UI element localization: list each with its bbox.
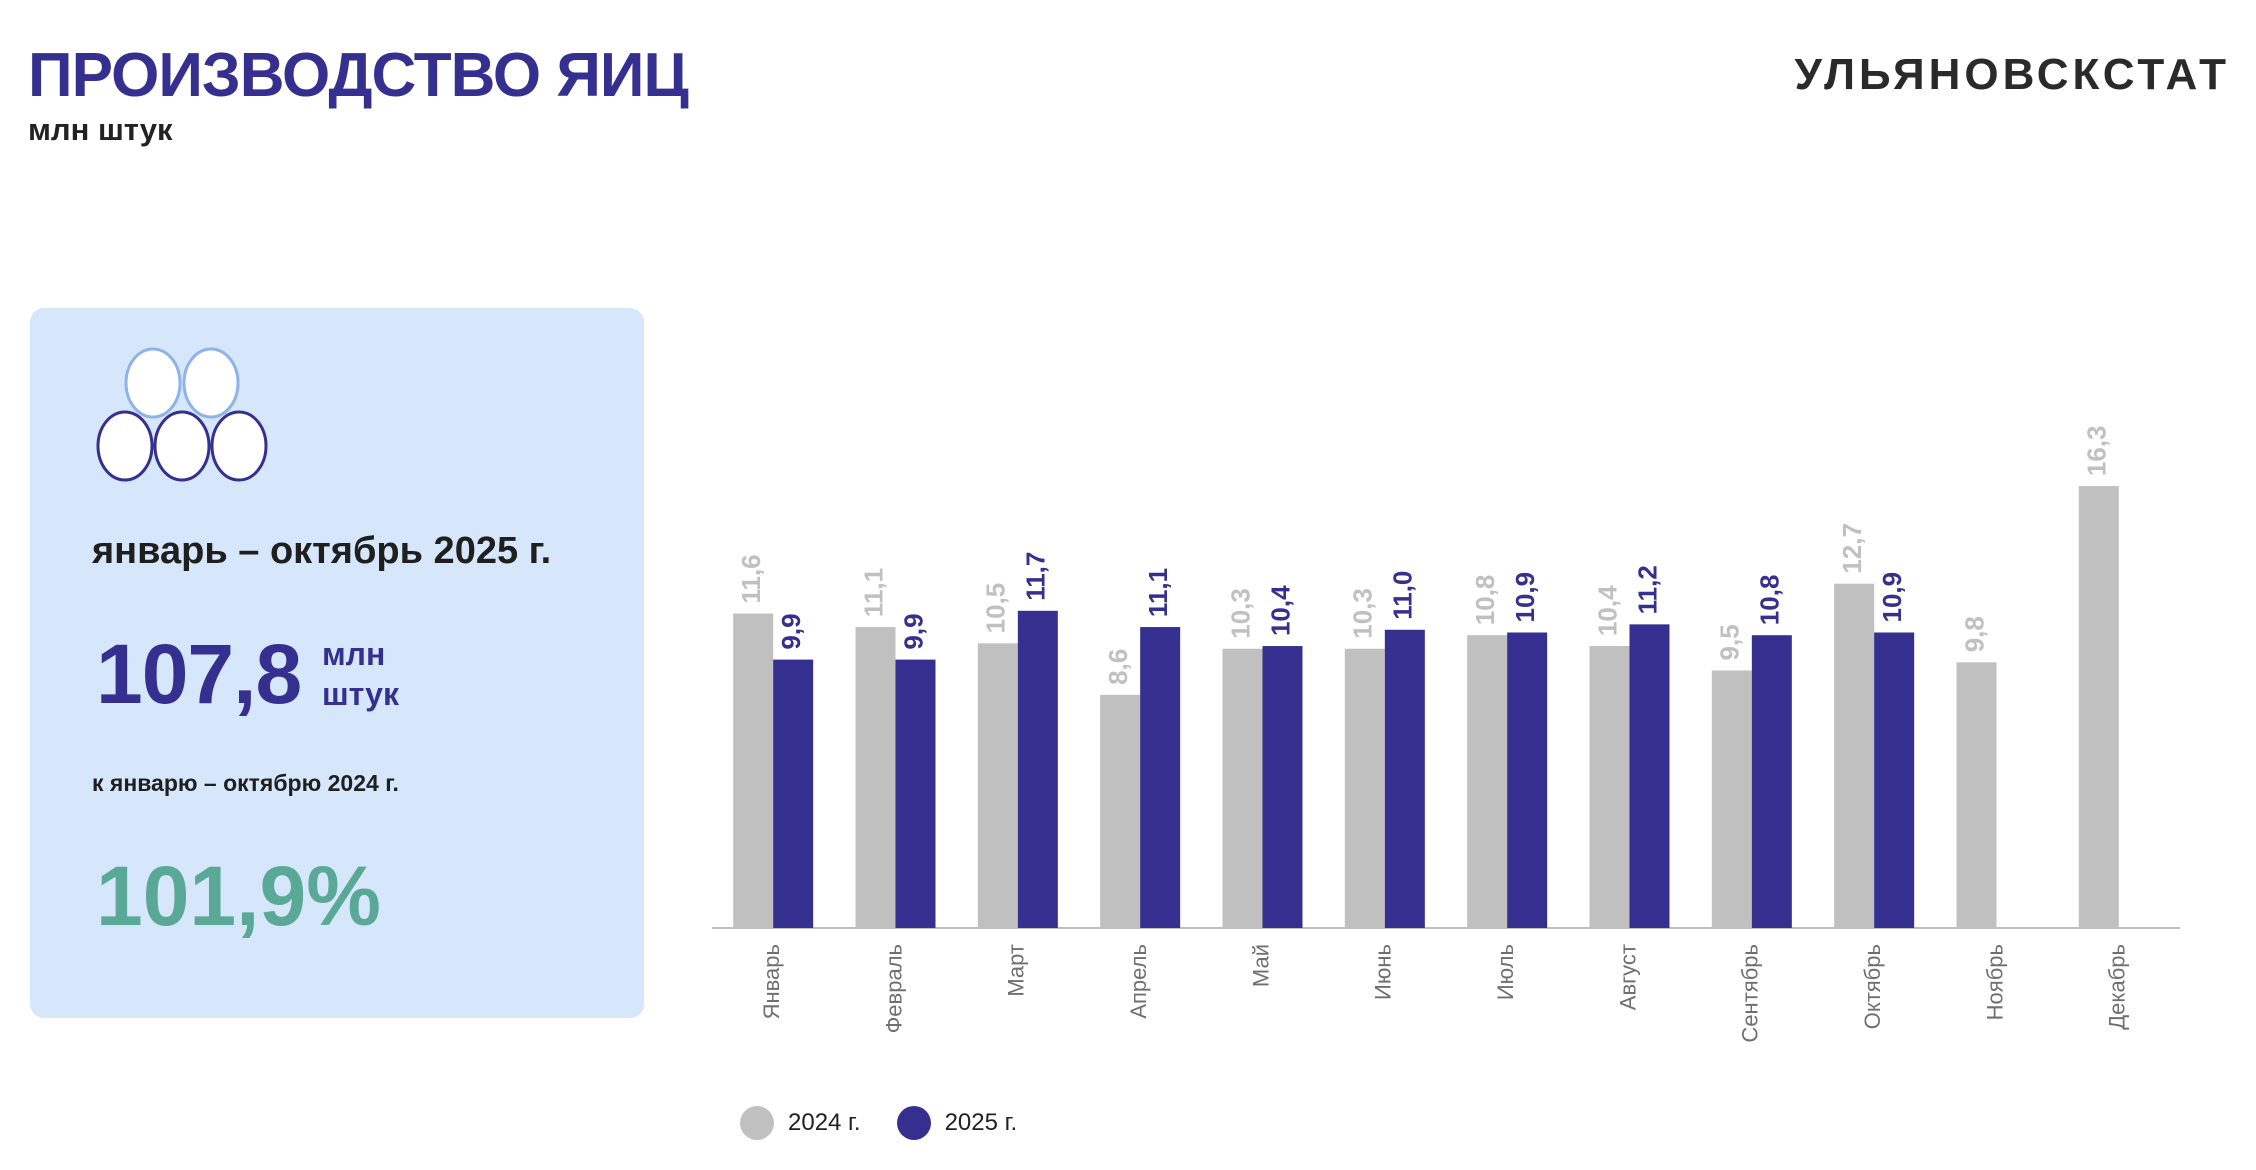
data-label-2025-1: 9,9 <box>776 613 806 649</box>
data-label-2024-6: 10,3 <box>1348 588 1378 639</box>
page-title: ПРОИЗВОДСТВО ЯИЦ <box>28 41 689 110</box>
bar-2024-11 <box>1956 662 1997 928</box>
legend-swatch-2025 <box>896 1106 931 1140</box>
x-tick-label-4: Апрель <box>1126 944 1151 1019</box>
data-label-2025-5: 10,4 <box>1265 585 1295 636</box>
bar-2024-7 <box>1467 635 1508 928</box>
x-tick-label-10: Октябрь <box>1860 944 1885 1029</box>
bar-2024-6 <box>1344 648 1385 928</box>
data-label-2025-2: 9,9 <box>898 613 928 649</box>
bar-chart: 11,6 9,9 Январь 11,1 9,9 Февраль 10,5 11,7 Март 8… <box>712 425 2180 1043</box>
summary-comparison-label: к январю – октябрю 2024 г. <box>92 770 399 796</box>
summary-percent: 101,9% <box>96 849 381 943</box>
bar-2025-1 <box>773 659 814 928</box>
page-subtitle: млн штук <box>28 112 173 147</box>
bar-2025-7 <box>1507 632 1548 928</box>
data-label-2024-11: 9,8 <box>1959 616 1989 652</box>
data-label-2024-5: 10,3 <box>1225 588 1255 639</box>
x-tick-label-12: Декабрь <box>2105 944 2130 1030</box>
data-label-2024-10: 12,7 <box>1837 523 1867 574</box>
bar-2024-3 <box>977 643 1018 928</box>
x-tick-label-8: Август <box>1615 944 1640 1010</box>
data-label-2025-8: 11,2 <box>1632 565 1662 614</box>
data-label-2025-3: 11,7 <box>1021 552 1051 601</box>
bar-2025-4 <box>1140 627 1181 928</box>
x-tick-label-1: Январь <box>759 944 784 1019</box>
bar-2024-9 <box>1711 670 1752 928</box>
data-label-2024-3: 10,5 <box>981 583 1011 634</box>
eggs-icon <box>96 347 268 482</box>
x-tick-label-5: Май <box>1248 944 1273 987</box>
bar-2024-1 <box>733 613 774 928</box>
summary-card: январь – октябрь 2025 г. 107,8 млн штук … <box>30 308 644 1018</box>
data-label-2024-7: 10,8 <box>1470 575 1500 626</box>
data-label-2025-6: 11,0 <box>1388 571 1418 620</box>
bar-2025-2 <box>895 659 936 928</box>
bar-2024-12 <box>2078 486 2119 928</box>
bar-2024-8 <box>1589 646 1630 928</box>
x-tick-label-6: Июнь <box>1371 944 1396 1000</box>
x-tick-label-9: Сентябрь <box>1738 944 1763 1043</box>
x-tick-label-3: Март <box>1004 944 1029 997</box>
summary-period: январь – октябрь 2025 г. <box>92 530 552 572</box>
data-label-2025-7: 10,9 <box>1510 572 1540 623</box>
brand-logo: УЛЬЯНОВСКСТАТ <box>1794 50 2230 99</box>
bar-2025-9 <box>1751 635 1792 928</box>
legend-item-2024: 2024 г. <box>740 1106 861 1140</box>
data-label-2024-12: 16,3 <box>2082 425 2112 476</box>
bar-2024-5 <box>1222 648 1263 928</box>
summary-unit: млн штук <box>322 636 399 712</box>
bar-2024-2 <box>855 627 896 928</box>
bar-2024-4 <box>1100 694 1141 928</box>
chart-legend: 2024 г. 2025 г. <box>740 1106 1053 1140</box>
legend-swatch-2024 <box>740 1106 774 1140</box>
x-tick-label-7: Июль <box>1493 944 1518 1000</box>
data-label-2025-9: 10,8 <box>1755 575 1785 626</box>
bar-2025-5 <box>1262 646 1303 928</box>
legend-item-2025: 2025 г. <box>896 1106 1018 1140</box>
data-label-2024-9: 9,5 <box>1715 624 1745 660</box>
legend-label-2025: 2025 г. <box>944 1109 1018 1136</box>
summary-value: 107,8 <box>96 627 302 721</box>
data-label-2025-4: 11,1 <box>1143 568 1173 617</box>
legend-label-2024: 2024 г. <box>788 1109 861 1136</box>
bar-2025-10 <box>1874 632 1915 928</box>
data-label-2024-1: 11,6 <box>736 554 766 603</box>
bar-2025-6 <box>1384 629 1425 928</box>
data-label-2024-8: 10,4 <box>1592 585 1622 636</box>
bar-2025-3 <box>1017 610 1058 928</box>
x-tick-label-2: Февраль <box>881 944 906 1033</box>
data-label-2025-10: 10,9 <box>1877 572 1907 623</box>
x-tick-label-11: Ноябрь <box>1982 944 2007 1020</box>
bar-2024-10 <box>1834 583 1875 928</box>
data-label-2024-4: 8,6 <box>1103 649 1133 685</box>
bar-2025-8 <box>1629 624 1670 928</box>
data-label-2024-2: 11,1 <box>858 568 888 617</box>
